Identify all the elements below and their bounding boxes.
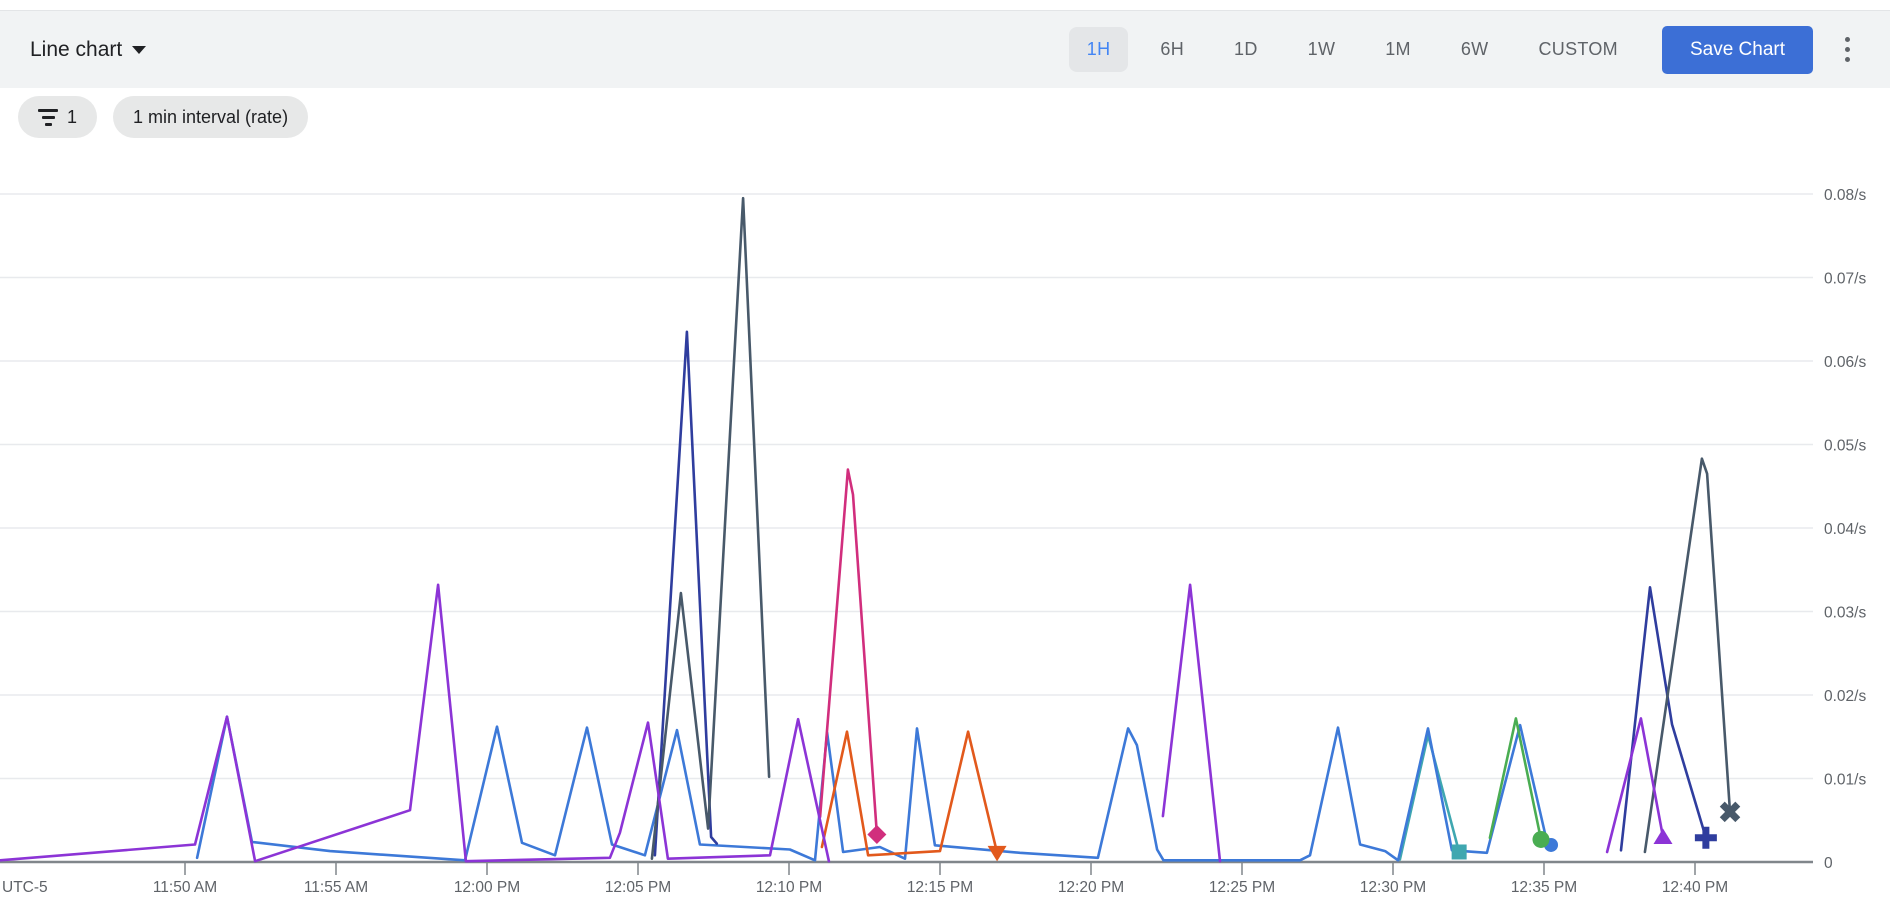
chart-type-dropdown[interactable]: Line chart — [30, 37, 147, 62]
x-axis-label: 12:25 PM — [1209, 879, 1275, 896]
time-range-1d[interactable]: 1D — [1216, 27, 1276, 72]
more-options-button[interactable] — [1841, 33, 1854, 66]
triangle-up-marker — [1653, 828, 1673, 844]
y-axis-label: 0 — [1824, 855, 1833, 872]
y-axis-label: 0.05/s — [1824, 438, 1866, 455]
diamond-marker — [867, 824, 887, 844]
series-line-orange — [820, 730, 999, 857]
time-range-group: 1H 6H 1D 1W 1M 6W CUSTOM — [1068, 27, 1636, 72]
y-axis-label: 0.02/s — [1824, 688, 1866, 705]
series-line-purple-1 — [0, 583, 831, 863]
y-axis-label: 0.06/s — [1824, 354, 1866, 371]
series-line-slate-2 — [1643, 457, 1732, 854]
series-line-navy-1 — [653, 330, 719, 857]
chevron-down-icon — [132, 45, 147, 54]
chart-type-label: Line chart — [30, 37, 123, 61]
series-line-purple-2 — [1161, 583, 1222, 863]
plus-marker — [1694, 826, 1717, 849]
x-axis-label: 12:05 PM — [605, 879, 671, 896]
y-axis-label: 0.01/s — [1824, 772, 1866, 789]
x-axis-label: 11:55 AM — [304, 879, 368, 896]
y-axis-label: 0.08/s — [1824, 187, 1866, 204]
square-marker — [1451, 844, 1467, 860]
time-range-6h[interactable]: 6H — [1142, 27, 1202, 72]
filter-count-chip[interactable]: 1 — [18, 96, 98, 138]
series-line-navy-2 — [1619, 585, 1708, 852]
y-axis-label: 0.07/s — [1824, 271, 1866, 288]
x-axis-label: 12:10 PM — [756, 879, 822, 896]
save-chart-button[interactable]: Save Chart — [1661, 25, 1813, 74]
time-range-1w[interactable]: 1W — [1290, 27, 1354, 72]
interval-label: 1 min interval (rate) — [133, 106, 289, 127]
timezone-label: UTC-5 — [2, 879, 48, 896]
y-axis-label: 0.04/s — [1824, 521, 1866, 538]
x-axis-label: 12:15 PM — [907, 879, 973, 896]
x-axis-label: 12:35 PM — [1511, 879, 1577, 896]
time-range-1h[interactable]: 1H — [1068, 27, 1129, 72]
x-axis-label: 12:40 PM — [1662, 879, 1728, 896]
time-range-1m[interactable]: 1M — [1367, 27, 1429, 72]
x-axis-label: 12:30 PM — [1360, 879, 1426, 896]
triangle-down-marker — [987, 845, 1007, 862]
series-line-purple-3 — [1605, 717, 1665, 854]
x-axis-label: 12:20 PM — [1058, 879, 1124, 896]
time-range-6w[interactable]: 6W — [1443, 27, 1507, 72]
x-axis-label: 11:50 AM — [153, 879, 217, 896]
chart-toolbar: Line chart 1H 6H 1D 1W 1M 6W CUSTOM Save Chart — [0, 10, 1890, 88]
interval-chip[interactable]: 1 min interval (rate) — [113, 96, 309, 138]
x-axis-label: 12:00 PM — [454, 879, 520, 896]
circle-marker — [1532, 830, 1550, 848]
time-range-custom[interactable]: CUSTOM — [1520, 27, 1635, 72]
kebab-dot — [1845, 57, 1850, 62]
series-line-blue — [195, 715, 1549, 862]
filter-count-label: 1 — [67, 106, 78, 127]
filter-icon — [38, 108, 58, 126]
series-line-green — [1488, 717, 1543, 841]
kebab-dot — [1845, 37, 1850, 42]
filter-chip-row: 1 1 min interval (rate) — [18, 96, 309, 138]
series-line-slate-1 — [650, 196, 771, 861]
x-marker — [1719, 801, 1741, 823]
series-line-pink — [818, 468, 879, 836]
y-axis-label: 0.03/s — [1824, 605, 1866, 622]
kebab-dot — [1845, 47, 1850, 52]
